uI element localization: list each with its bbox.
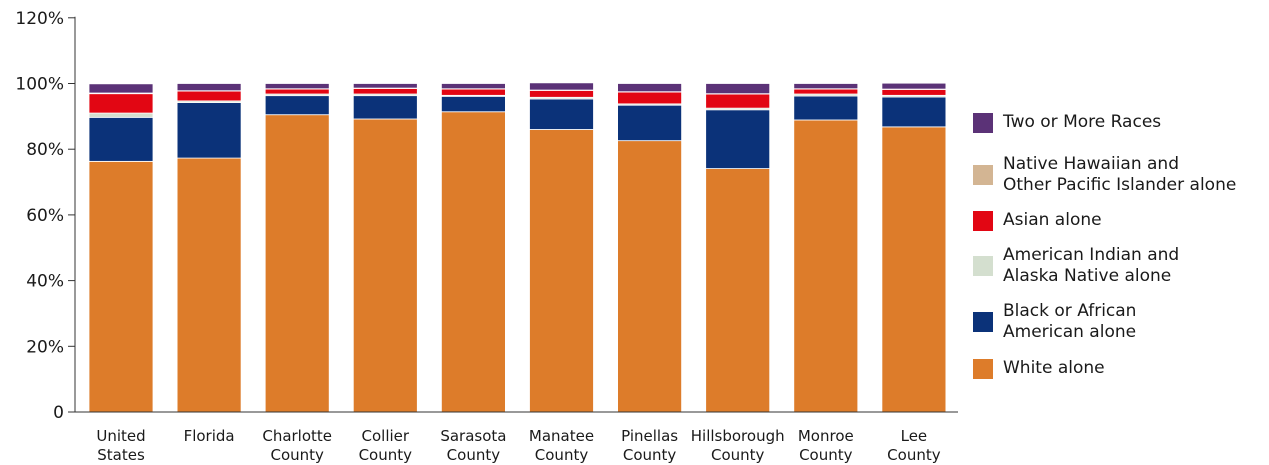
bar-segment bbox=[881, 96, 947, 128]
bar-segment bbox=[881, 89, 947, 96]
legend-swatch bbox=[973, 312, 993, 332]
bar-segment bbox=[617, 104, 682, 142]
bar-segment bbox=[264, 88, 330, 95]
bar-segment bbox=[793, 88, 859, 95]
bar-segment bbox=[617, 140, 682, 413]
y-tick-label: 40% bbox=[26, 272, 64, 292]
legend-label: White alone bbox=[1003, 358, 1105, 378]
bar-segment bbox=[440, 95, 506, 113]
bar-segment bbox=[264, 95, 330, 116]
legend-item: Black or African American alone bbox=[973, 301, 1261, 343]
bar-segment bbox=[440, 88, 506, 96]
bar-segment bbox=[176, 157, 242, 413]
bar-segment bbox=[352, 118, 418, 413]
bar-segment bbox=[793, 83, 859, 90]
bar-segment bbox=[352, 88, 418, 95]
legend-swatch bbox=[973, 112, 993, 133]
bar-segment bbox=[617, 91, 682, 105]
bar-segment bbox=[705, 93, 771, 109]
bar-segment bbox=[264, 83, 330, 90]
legend-item: Asian alone bbox=[973, 210, 1261, 231]
bar-segment bbox=[440, 83, 506, 90]
bar-segment bbox=[176, 83, 242, 92]
y-tick-label: 20% bbox=[26, 337, 64, 357]
x-category-label: Monroe County bbox=[798, 427, 854, 464]
x-category-label: United States bbox=[96, 427, 145, 464]
legend-swatch bbox=[973, 358, 993, 379]
bar-segment bbox=[529, 129, 594, 413]
x-category-label: Lee County bbox=[887, 427, 941, 464]
y-tick-label: 60% bbox=[26, 206, 64, 226]
x-axis: United States Florida Charlotte County Collie… bbox=[75, 411, 958, 464]
y-axis: 0 20% 40% 60% 80% 100% 120% bbox=[15, 9, 76, 423]
x-category-label: Hillsborough County bbox=[691, 427, 785, 464]
bar-segment bbox=[264, 114, 330, 413]
bar-segment bbox=[529, 82, 594, 91]
x-category-label: Collier County bbox=[359, 427, 413, 464]
x-category-label: Florida bbox=[184, 427, 235, 445]
bar-segment bbox=[88, 160, 154, 413]
bar-segment bbox=[88, 83, 154, 94]
legend-label: Native Hawaiian and Other Pacific Islande… bbox=[1003, 154, 1237, 195]
legend-swatch bbox=[973, 256, 993, 276]
y-tick-label: 100% bbox=[15, 75, 64, 95]
legend-swatch bbox=[973, 165, 993, 185]
bar-segment bbox=[88, 112, 154, 118]
bar-segment bbox=[881, 126, 947, 413]
bar-segment bbox=[176, 90, 242, 102]
bar-segment bbox=[352, 95, 418, 120]
bar-segment bbox=[352, 83, 418, 89]
y-tick-label: 0 bbox=[53, 403, 64, 423]
bar-segment bbox=[793, 95, 859, 121]
x-category-label: Sarasota County bbox=[440, 427, 506, 464]
bar-segment bbox=[88, 116, 154, 162]
legend-item: White alone bbox=[973, 358, 1261, 379]
legend-item: American Indian and Alaska Native alone bbox=[973, 245, 1261, 287]
bar-segment bbox=[440, 111, 506, 413]
legend-label: American Indian and Alaska Native alone bbox=[1003, 245, 1180, 286]
bar-segment bbox=[617, 83, 682, 93]
legend-swatch bbox=[973, 210, 993, 231]
x-category-label: Charlotte County bbox=[262, 427, 332, 464]
legend-item: Native Hawaiian and Other Pacific Islande… bbox=[973, 154, 1261, 196]
bar-segment bbox=[529, 98, 594, 130]
bar-segment bbox=[793, 119, 859, 413]
bar-segment bbox=[705, 109, 771, 169]
bar-segment bbox=[88, 93, 154, 114]
legend-label: Two or More Races bbox=[1003, 112, 1162, 132]
x-category-label: Manatee County bbox=[529, 427, 594, 464]
legend-label: Black or African American alone bbox=[1003, 301, 1137, 342]
bar-segment bbox=[881, 82, 947, 90]
bar-segment bbox=[529, 89, 594, 98]
y-tick-label: 120% bbox=[15, 9, 64, 29]
bar-segments bbox=[88, 82, 947, 413]
bar-segment bbox=[705, 83, 771, 95]
legend-label: Asian alone bbox=[1003, 210, 1102, 230]
x-category-label: Pinellas County bbox=[621, 427, 678, 464]
bar-segment bbox=[705, 168, 771, 413]
legend-item: Two or More Races bbox=[973, 112, 1261, 133]
y-tick-label: 80% bbox=[26, 140, 64, 160]
bar-segment bbox=[176, 102, 242, 159]
